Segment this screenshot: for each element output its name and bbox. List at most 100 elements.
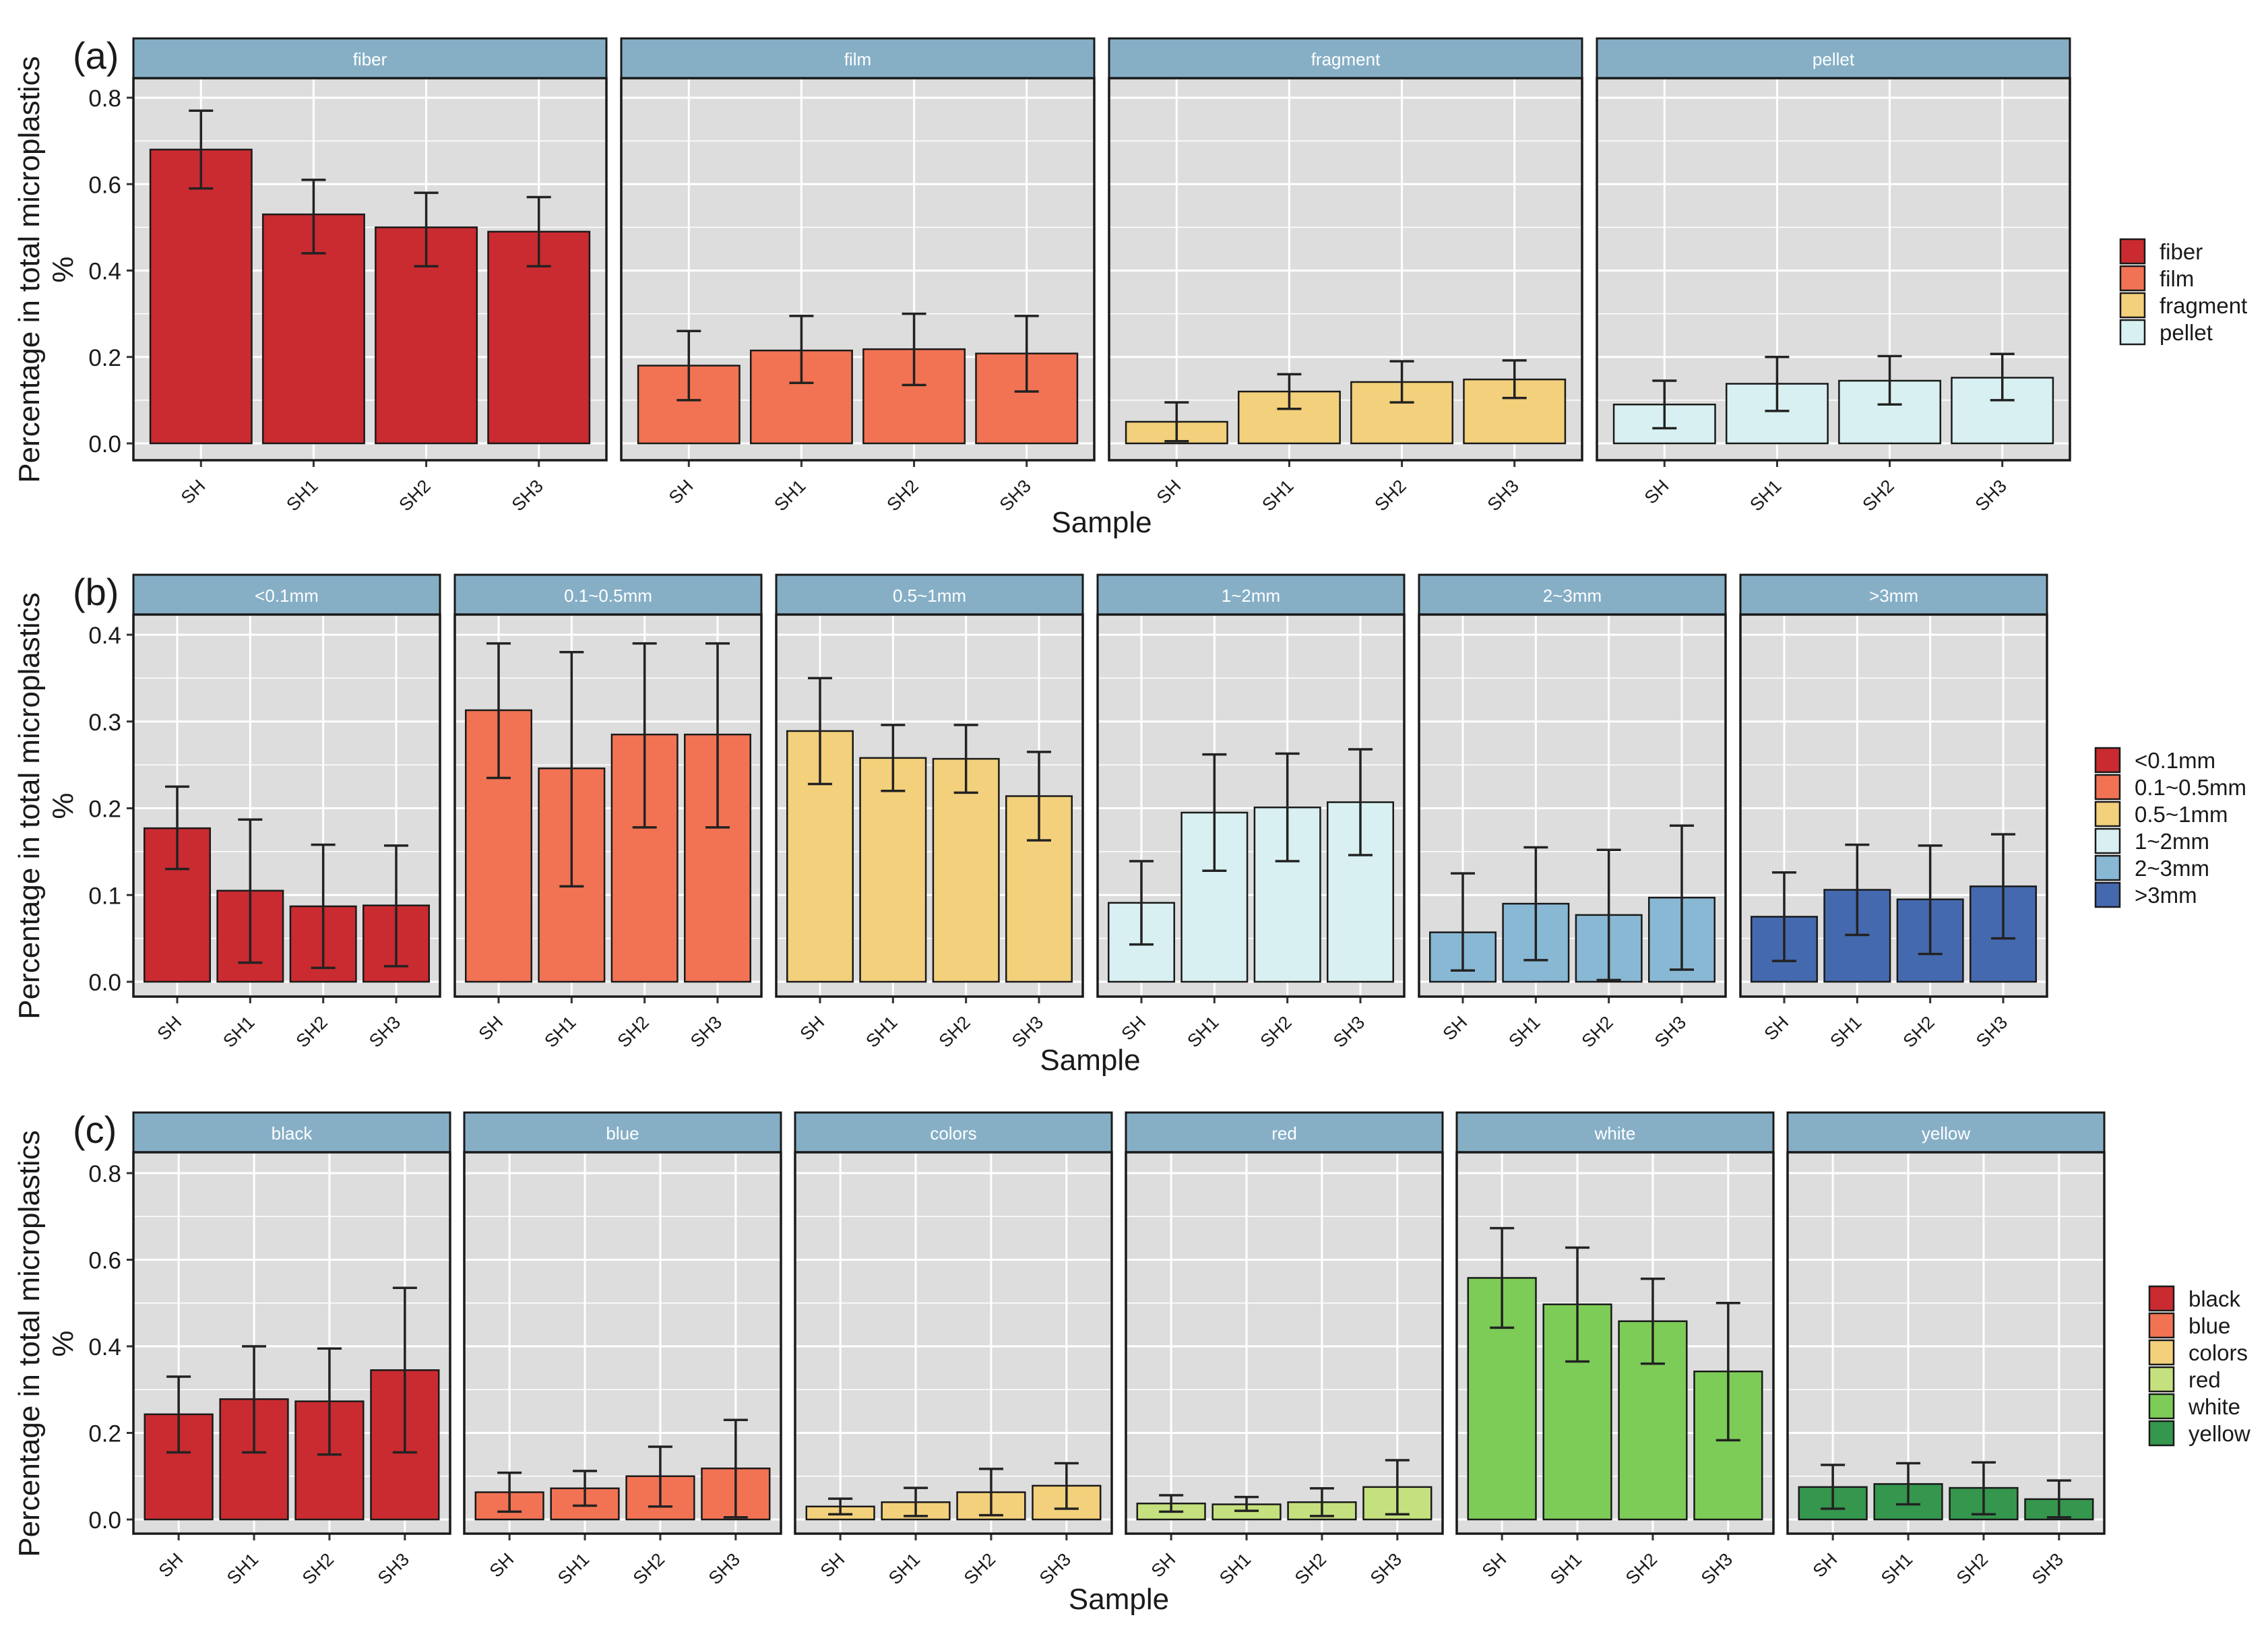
x-tick-label-group: SH1 (223, 1549, 262, 1588)
y-tick-label: 0.8 (88, 1161, 121, 1187)
legend-swatch-fiber (2119, 238, 2146, 265)
plot-border (1108, 77, 1583, 462)
x-tick-label: SH (817, 1549, 849, 1581)
x-tick-label: SH3 (996, 476, 1035, 515)
x-tick-label-group: SH1 (885, 1549, 924, 1588)
x-tick-label-group: SH2 (1291, 1549, 1330, 1588)
x-tick-label-group: SH3 (2028, 1549, 2067, 1588)
error-bar-blue-SH3 (723, 1418, 748, 1519)
error-bar-red-SH1 (1234, 1495, 1259, 1512)
error-bar-fragment-SH (1164, 401, 1189, 443)
chart-1: (a)Percentage in total microplastics %0.0… (13, 34, 2247, 539)
facet-pellet: pellet SH SH1 SH2 SH3 (1596, 37, 2071, 515)
x-tick-label: SH1 (770, 476, 809, 515)
x-tick-label-group: SH (1761, 1012, 1793, 1044)
panel-label: (a) (73, 34, 119, 77)
plot-border (1739, 613, 2048, 998)
legend-swatch-pellet (2119, 319, 2146, 346)
x-tick-label: SH1 (1183, 1012, 1222, 1051)
error-bar-fiber-SH1 (301, 179, 326, 255)
x-tick-label-group: SH2 (292, 1012, 332, 1051)
x-tick-label: SH3 (1972, 1012, 2011, 1051)
x-tick-label-group: SH (817, 1549, 849, 1581)
error-bar-yellow-SH2 (1971, 1461, 1996, 1516)
x-tick-label: SH3 (365, 1012, 404, 1051)
bar-film-SH1 (749, 349, 853, 445)
x-tick-label-group: SH3 (1697, 1549, 1736, 1588)
legend-swatch-<0.1mm (2094, 747, 2121, 774)
y-tick-label: 0.6 (88, 172, 121, 198)
x-axis-title: Sample (1069, 1583, 1169, 1616)
x-tick-label: SH (1478, 1549, 1511, 1581)
error-bar-fragment-SH3 (1502, 359, 1527, 400)
error-bar-0.5~1mm-SH2 (953, 724, 978, 794)
facet-strip (1096, 573, 1406, 616)
facet-strip-label: white (1594, 1123, 1636, 1143)
error-bar-<0.1mm-SH (165, 785, 189, 871)
x-tick-label: SH1 (1546, 1549, 1585, 1588)
x-tick-label-group: SH3 (1972, 476, 2011, 515)
legend-label: white (2188, 1394, 2240, 1419)
y-tick-label: 0.4 (88, 623, 121, 649)
x-tick-label-group: SH2 (298, 1549, 338, 1588)
facet-strip-label: red (1271, 1123, 1297, 1143)
x-tick-label-group: SH1 (282, 476, 321, 515)
error-bar-red-SH (1159, 1494, 1184, 1513)
error-bar-<0.1mm-SH2 (311, 843, 336, 970)
error-bar-fragment-SH1 (1277, 373, 1302, 410)
bar-0.5~1mm-SH2 (932, 757, 1000, 983)
error-bar-black-SH1 (242, 1345, 267, 1454)
legend-label: colors (2188, 1340, 2248, 1365)
x-tick-label-group: SH3 (374, 1549, 413, 1588)
plot-background (1126, 1152, 1443, 1534)
error-bar-yellow-SH (1821, 1464, 1846, 1510)
facet-1~2mm: 1~2mm SH SH1 SH2 SH3 (1096, 573, 1406, 1051)
x-tick-label: SH3 (374, 1549, 413, 1588)
y-axis-title: Percentage in total microplastics% (13, 592, 80, 1019)
error-bar->3mm-SH3 (1991, 833, 2015, 940)
x-tick-label-group: SH (665, 476, 697, 508)
error-bar-pellet-SH2 (1877, 354, 1902, 406)
error-bar-0.1~0.5mm-SH3 (705, 642, 730, 829)
y-tick-label: 0.2 (88, 796, 121, 823)
facet-strip-label: fragment (1311, 49, 1381, 69)
plot-border (794, 1151, 1113, 1535)
legend-swatch-black (2148, 1285, 2175, 1312)
error-bar->3mm-SH (1772, 871, 1796, 962)
facet-strip-label: 2~3mm (1543, 586, 1602, 606)
facet-strip-label: yellow (1922, 1123, 1970, 1143)
x-tick-label: SH2 (1858, 476, 1897, 515)
x-tick-label: SH (1147, 1549, 1180, 1581)
error-bar-film-SH (676, 330, 701, 402)
plot-border (463, 1151, 782, 1535)
x-tick-label: SH1 (1746, 476, 1785, 515)
facet-strip (794, 1111, 1113, 1154)
facet-blue: blue SH SH1 SH2 SH3 (463, 1111, 782, 1588)
x-tick-label: SH2 (960, 1549, 999, 1588)
x-tick-label-group: SH2 (935, 1012, 974, 1051)
error-bar-film-SH1 (789, 315, 814, 384)
legend-label: yellow (2188, 1421, 2250, 1446)
x-tick-label: SH2 (614, 1012, 653, 1051)
legend-swatch-0.5~1mm (2094, 801, 2121, 827)
x-tick-label: SH1 (862, 1012, 901, 1051)
x-tick-label: SH1 (1877, 1549, 1916, 1588)
facet-strip-label: colors (930, 1123, 976, 1143)
error-bar-red-SH2 (1309, 1486, 1334, 1517)
x-tick-label: SH2 (1578, 1012, 1617, 1051)
error-bar->3mm-SH1 (1845, 843, 1870, 937)
error-bar->3mm-SH2 (1918, 844, 1943, 955)
x-tick-label-group: SH2 (629, 1549, 668, 1588)
x-tick-label-group: SH (155, 1549, 187, 1581)
error-bar-pellet-SH3 (1990, 352, 2015, 402)
x-tick-label: SH1 (1216, 1549, 1255, 1588)
error-bar-fiber-SH (189, 109, 214, 190)
legend-swatch-yellow (2148, 1420, 2175, 1447)
facet-strip (1108, 37, 1583, 80)
x-tick-label-group: SH1 (1826, 1012, 1865, 1051)
plot-border (132, 613, 441, 998)
error-bar-fiber-SH3 (526, 195, 551, 268)
y-axis-title-line2: % (46, 792, 80, 819)
error-bar-<0.1mm-SH3 (384, 844, 408, 968)
